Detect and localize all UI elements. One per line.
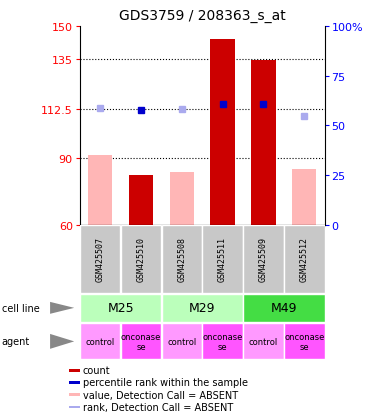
Text: GSM425511: GSM425511 — [218, 237, 227, 282]
Bar — [161, 324, 202, 359]
Bar — [129, 176, 153, 225]
Text: M29: M29 — [189, 301, 216, 315]
Bar — [170, 172, 194, 225]
Text: control: control — [86, 337, 115, 346]
Bar — [243, 294, 325, 322]
Bar — [88, 156, 112, 225]
Bar — [284, 324, 325, 359]
Bar — [69, 406, 80, 408]
Bar — [161, 294, 243, 322]
Text: value, Detection Call = ABSENT: value, Detection Call = ABSENT — [83, 390, 238, 400]
Bar — [202, 324, 243, 359]
Title: GDS3759 / 208363_s_at: GDS3759 / 208363_s_at — [119, 9, 286, 23]
Text: agent: agent — [2, 337, 30, 347]
Text: onconase
se: onconase se — [121, 332, 161, 351]
Bar — [69, 394, 80, 396]
Text: control: control — [249, 337, 278, 346]
Bar — [251, 61, 276, 225]
Bar — [202, 225, 243, 293]
Text: onconase
se: onconase se — [203, 332, 243, 351]
Text: percentile rank within the sample: percentile rank within the sample — [83, 377, 248, 387]
Text: GSM425512: GSM425512 — [300, 237, 309, 282]
Bar — [121, 225, 161, 293]
Bar — [80, 294, 161, 322]
Text: cell line: cell line — [2, 303, 40, 313]
Bar — [292, 170, 316, 225]
Bar — [161, 225, 202, 293]
Bar — [69, 369, 80, 372]
Bar — [243, 225, 284, 293]
Bar — [121, 324, 161, 359]
Text: GSM425509: GSM425509 — [259, 237, 268, 282]
Text: M25: M25 — [107, 301, 134, 315]
Bar — [284, 225, 325, 293]
Text: rank, Detection Call = ABSENT: rank, Detection Call = ABSENT — [83, 402, 233, 412]
Text: M49: M49 — [270, 301, 297, 315]
Polygon shape — [50, 334, 74, 349]
Text: GSM425507: GSM425507 — [96, 237, 105, 282]
Bar — [69, 381, 80, 384]
Bar — [210, 40, 235, 225]
Polygon shape — [50, 302, 74, 314]
Bar — [80, 324, 121, 359]
Text: count: count — [83, 366, 111, 375]
Text: onconase
se: onconase se — [284, 332, 324, 351]
Bar — [243, 324, 284, 359]
Bar — [80, 225, 121, 293]
Text: GSM425508: GSM425508 — [177, 237, 186, 282]
Text: control: control — [167, 337, 196, 346]
Text: GSM425510: GSM425510 — [137, 237, 145, 282]
